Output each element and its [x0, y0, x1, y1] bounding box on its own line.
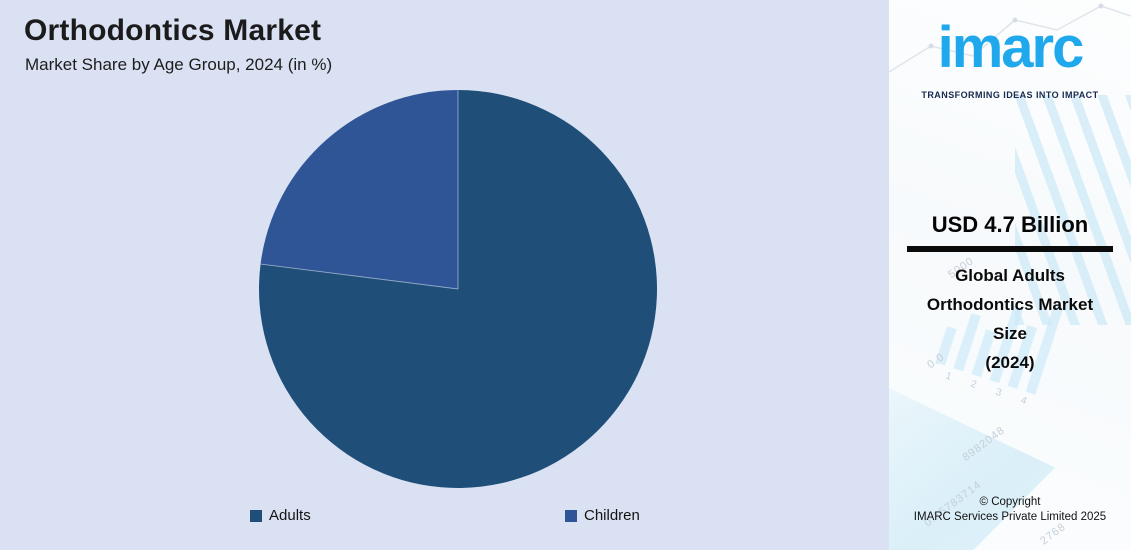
copyright-line: IMARC Services Private Limited 2025 [913, 511, 1107, 523]
pie-slice-adults [259, 90, 657, 488]
watermark-number: 8982048 [960, 424, 1008, 464]
description-line: Orthodontics Market [926, 295, 1094, 314]
description-line: (2024) [985, 353, 1035, 372]
pie-slice-separator [260, 263, 459, 290]
chart-subtitle: Market Share by Age Group, 2024 (in %) [25, 55, 333, 74]
page-title: Orthodontics Market [24, 14, 322, 47]
imarc-tagline: TRANSFORMING IDEAS INTO IMPACT [921, 90, 1099, 100]
legend-label-children: Children [584, 507, 640, 524]
description-line: Size [992, 324, 1028, 343]
legend-item-children: Children [565, 507, 640, 524]
market-size-value: USD 4.7 Billion [931, 212, 1089, 237]
legend-label-adults: Adults [269, 507, 311, 524]
legend-swatch-adults [250, 509, 262, 522]
pie-chart [259, 90, 657, 488]
pie-slice-children [260, 90, 458, 289]
description-line: Global Adults [955, 266, 1065, 285]
legend-swatch-children [565, 509, 577, 522]
legend-item-adults: Adults [250, 507, 311, 524]
imarc-logo: imarc [889, 2, 1131, 94]
market-size-description: Global Adults Orthodontics Market Size (… [889, 261, 1131, 377]
pie-chart-svg [259, 90, 657, 488]
copyright-line: © Copyright [979, 496, 1041, 508]
copyright: © Copyright IMARC Services Private Limit… [889, 495, 1131, 525]
divider [907, 246, 1113, 252]
brand-sidebar: 1 2 3 4 0.0 5000 8982048 0.15783714 2768… [889, 0, 1131, 550]
chart-panel: Orthodontics Market Market Share by Age … [0, 0, 889, 550]
imarc-logo-text: imarc [937, 15, 1085, 80]
